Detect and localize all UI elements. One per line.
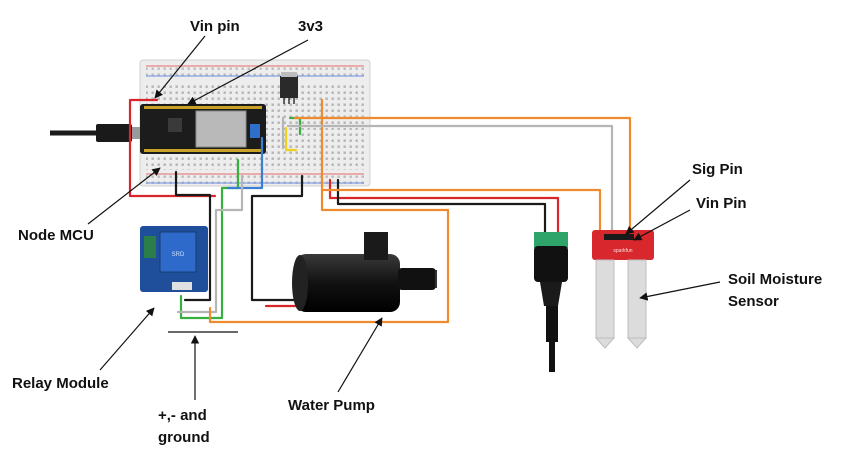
soil-moisture-sensor-icon: sparkfun	[592, 230, 654, 349]
label-relay-module: Relay Module	[12, 375, 109, 392]
label-vin-pin: Vin pin	[190, 18, 240, 35]
annotation-arrows	[87, 35, 721, 400]
water-pump-icon	[292, 232, 437, 312]
label-sig-pin: Sig Pin	[692, 161, 743, 178]
labels: Vin pin 3v3 Node MCU Relay Module +,- an…	[12, 18, 822, 446]
breadboard-jumpers	[260, 116, 302, 172]
voltage-regulator	[280, 72, 298, 104]
label-soil-moisture-line1: Soil Moisture	[728, 271, 822, 288]
relay-module-icon: SRD	[140, 226, 208, 292]
label-3v3: 3v3	[298, 18, 323, 35]
label-node-mcu: Node MCU	[18, 227, 94, 244]
nodemcu-board-icon	[140, 104, 266, 154]
wiring	[128, 98, 632, 324]
svg-text:SRD: SRD	[172, 252, 185, 258]
svg-text:sparkfun: sparkfun	[613, 248, 632, 254]
label-ground-line2: ground	[158, 429, 210, 446]
label-water-pump: Water Pump	[288, 397, 375, 414]
label-vin-pin-sensor: Vin Pin	[696, 195, 747, 212]
label-ground-line1: +,- and	[158, 407, 207, 424]
dc-barrel-jack-icon	[534, 232, 568, 372]
label-soil-moisture-line2: Sensor	[728, 293, 779, 310]
